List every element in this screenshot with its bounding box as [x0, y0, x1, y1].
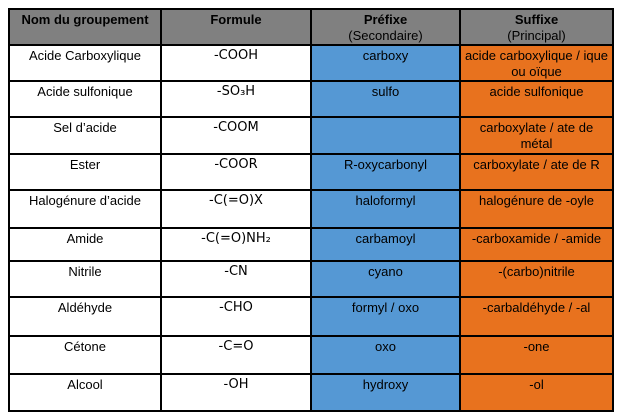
header-label: Préfixe [363, 12, 408, 27]
nomenclature-table-container: Nom du groupement Formule Préfixe (Secon… [8, 8, 614, 412]
cell-formula: -SO₃H [160, 80, 312, 118]
cell-formula: -C(=O)X [160, 189, 312, 229]
cell-prefix: oxo [310, 335, 461, 375]
header-label: Suffixe [514, 12, 559, 27]
header-label: Nom du groupement [21, 12, 149, 27]
cell-suffix: carboxylate / ate de métal [459, 116, 614, 155]
cell-formula: -C=O [160, 335, 312, 375]
cell-formula: -OH [160, 373, 312, 412]
cell-name: Halogénure d’acide [8, 189, 162, 229]
cell-prefix: R-oxycarbonyl [310, 153, 461, 191]
cell-suffix: -ol [459, 373, 614, 412]
cell-name: Nitrile [8, 260, 162, 298]
table-row: Sel d’acide -COOM carboxylate / ate de m… [8, 116, 614, 155]
table-row: Acide Carboxylique -COOH carboxy acide c… [8, 44, 614, 82]
table-row: Acide sulfonique -SO₃H sulfo acide sulfo… [8, 80, 614, 118]
cell-name: Sel d’acide [8, 116, 162, 155]
header-label: Formule [210, 12, 262, 27]
cell-prefix: sulfo [310, 80, 461, 118]
header-sublabel: (Principal) [507, 28, 566, 43]
cell-suffix: -(carbo)nitrile [459, 260, 614, 298]
header-prefixe: Préfixe (Secondaire) [310, 8, 461, 46]
cell-formula: -C(=O)NH₂ [160, 227, 312, 262]
cell-prefix: cyano [310, 260, 461, 298]
header-nom-du-groupement: Nom du groupement [8, 8, 162, 46]
cell-suffix: -carbaldéhyde / -al [459, 296, 614, 337]
cell-prefix: carbamoyl [310, 227, 461, 262]
cell-suffix: carboxylate / ate de R [459, 153, 614, 191]
cell-suffix: halogénure de -oyle [459, 189, 614, 229]
cell-name: Aldéhyde [8, 296, 162, 337]
table-row: Nitrile -CN cyano -(carbo)nitrile [8, 260, 614, 298]
table-row: Cétone -C=O oxo -one [8, 335, 614, 375]
cell-prefix: hydroxy [310, 373, 461, 412]
cell-suffix: acide sulfonique [459, 80, 614, 118]
header-sublabel: (Secondaire) [348, 28, 423, 43]
cell-prefix: haloformyl [310, 189, 461, 229]
cell-name: Cétone [8, 335, 162, 375]
table-row: Amide -C(=O)NH₂ carbamoyl -carboxamide /… [8, 227, 614, 262]
cell-name: Acide Carboxylique [8, 44, 162, 82]
cell-prefix: carboxy [310, 44, 461, 82]
cell-formula: -COOH [160, 44, 312, 82]
cell-prefix: formyl / oxo [310, 296, 461, 337]
cell-suffix: -one [459, 335, 614, 375]
table-row: Ester -COOR R-oxycarbonyl carboxylate / … [8, 153, 614, 191]
table-row: Alcool -OH hydroxy -ol [8, 373, 614, 412]
header-formule: Formule [160, 8, 312, 46]
nomenclature-table: Nom du groupement Formule Préfixe (Secon… [8, 8, 614, 412]
cell-formula: -CHO [160, 296, 312, 337]
table-row: Aldéhyde -CHO formyl / oxo -carbaldéhyde… [8, 296, 614, 337]
cell-name: Alcool [8, 373, 162, 412]
cell-name: Ester [8, 153, 162, 191]
cell-formula: -COOR [160, 153, 312, 191]
cell-name: Amide [8, 227, 162, 262]
cell-formula: -CN [160, 260, 312, 298]
header-suffixe: Suffixe (Principal) [459, 8, 614, 46]
cell-name: Acide sulfonique [8, 80, 162, 118]
cell-prefix [310, 116, 461, 155]
cell-suffix: -carboxamide / -amide [459, 227, 614, 262]
cell-suffix: acide carboxylique / ique ou oïque [459, 44, 614, 82]
cell-formula: -COOM [160, 116, 312, 155]
header-row: Nom du groupement Formule Préfixe (Secon… [8, 8, 614, 46]
table-row: Halogénure d’acide -C(=O)X haloformyl ha… [8, 189, 614, 229]
